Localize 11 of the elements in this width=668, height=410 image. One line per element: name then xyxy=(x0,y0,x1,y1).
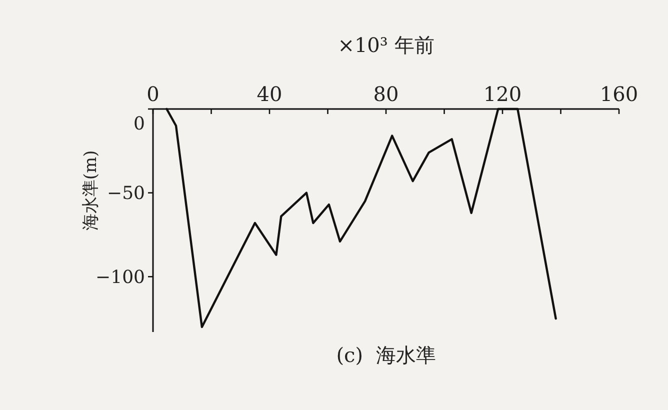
x-tick-label: 120 xyxy=(483,82,522,106)
x-tick-label: 80 xyxy=(373,82,399,106)
x-tick-label: 40 xyxy=(256,82,282,106)
x-axis-title: ×10³ 年前 xyxy=(338,33,434,57)
x-tick-label: 0 xyxy=(146,82,160,106)
y-axis-title: 海水準(m) xyxy=(81,150,101,231)
x-tick-label: 160 xyxy=(600,82,638,106)
y-tick-label: −100 xyxy=(96,266,145,288)
text: (c) 海水準 xyxy=(336,343,436,367)
y-tick-label: 0 xyxy=(134,113,145,134)
y-tick-label: −50 xyxy=(107,183,145,204)
